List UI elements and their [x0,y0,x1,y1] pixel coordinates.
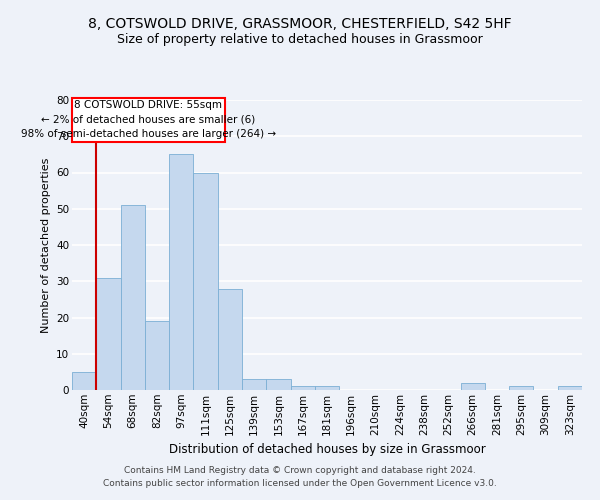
Text: ← 2% of detached houses are smaller (6): ← 2% of detached houses are smaller (6) [41,115,256,125]
Bar [558,386,582,390]
Text: Contains HM Land Registry data © Crown copyright and database right 2024.
Contai: Contains HM Land Registry data © Crown c… [103,466,497,487]
Bar [169,154,193,390]
X-axis label: Distribution of detached houses by size in Grassmoor: Distribution of detached houses by size … [169,443,485,456]
Text: 98% of semi-detached houses are larger (264) →: 98% of semi-detached houses are larger (… [21,130,276,140]
Bar [72,98,225,142]
Text: 8 COTSWOLD DRIVE: 55sqm: 8 COTSWOLD DRIVE: 55sqm [74,100,223,110]
Bar [242,379,266,390]
Text: Size of property relative to detached houses in Grassmoor: Size of property relative to detached ho… [117,32,483,46]
Bar [193,172,218,390]
Bar [218,288,242,390]
Bar [509,386,533,390]
Bar [72,372,96,390]
Bar [315,386,339,390]
Bar [96,278,121,390]
Bar [290,386,315,390]
Text: 8, COTSWOLD DRIVE, GRASSMOOR, CHESTERFIELD, S42 5HF: 8, COTSWOLD DRIVE, GRASSMOOR, CHESTERFIE… [88,18,512,32]
Bar [145,321,169,390]
Y-axis label: Number of detached properties: Number of detached properties [41,158,50,332]
Bar [266,379,290,390]
Bar [461,383,485,390]
Bar [121,205,145,390]
